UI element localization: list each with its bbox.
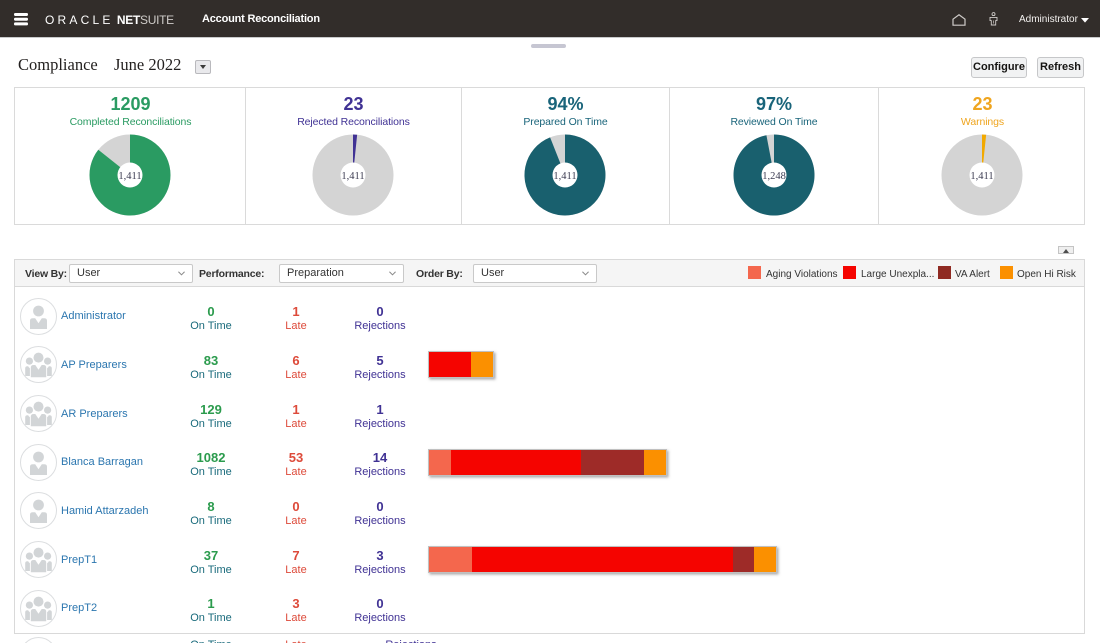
svg-text:1,411: 1,411 bbox=[341, 171, 364, 182]
svg-text:1,248: 1,248 bbox=[762, 171, 786, 182]
svg-text:1,411: 1,411 bbox=[553, 171, 576, 182]
svg-text:1,411: 1,411 bbox=[118, 171, 141, 182]
svg-text:1,411: 1,411 bbox=[970, 171, 993, 182]
